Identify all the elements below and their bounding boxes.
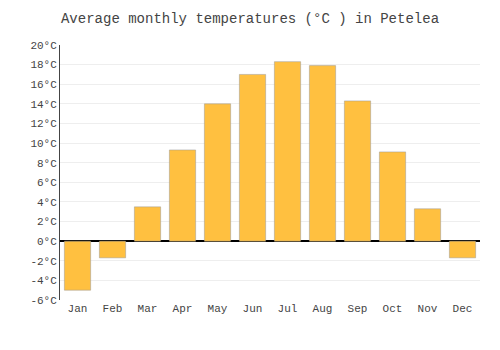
svg-text:Sep: Sep <box>348 303 368 315</box>
svg-text:10°C: 10°C <box>30 138 57 150</box>
svg-text:18°C: 18°C <box>30 59 57 71</box>
svg-text:20°C: 20°C <box>30 40 57 52</box>
svg-text:Mar: Mar <box>138 303 158 315</box>
svg-text:Apr: Apr <box>173 303 193 315</box>
svg-text:Dec: Dec <box>453 303 473 315</box>
svg-text:Jun: Jun <box>243 303 263 315</box>
svg-text:Feb: Feb <box>103 303 123 315</box>
svg-text:Jan: Jan <box>68 303 88 315</box>
svg-text:-2°C: -2°C <box>30 256 57 268</box>
svg-text:May: May <box>208 303 228 315</box>
svg-text:8°C: 8°C <box>37 158 57 170</box>
svg-text:2°C: 2°C <box>37 216 57 228</box>
svg-text:0°C: 0°C <box>37 236 57 248</box>
svg-text:Oct: Oct <box>383 303 403 315</box>
svg-text:-4°C: -4°C <box>30 275 57 287</box>
svg-text:Nov: Nov <box>418 303 438 315</box>
svg-text:4°C: 4°C <box>37 197 57 209</box>
svg-text:12°C: 12°C <box>30 118 57 130</box>
svg-text:16°C: 16°C <box>30 79 57 91</box>
svg-text:-6°C: -6°C <box>30 295 57 307</box>
svg-text:Jul: Jul <box>278 303 298 315</box>
svg-text:14°C: 14°C <box>30 99 57 111</box>
svg-text:Aug: Aug <box>313 303 333 315</box>
svg-text:Average monthly temperatures (: Average monthly temperatures (°C ) in Pe… <box>61 11 439 27</box>
svg-text:6°C: 6°C <box>37 177 57 189</box>
